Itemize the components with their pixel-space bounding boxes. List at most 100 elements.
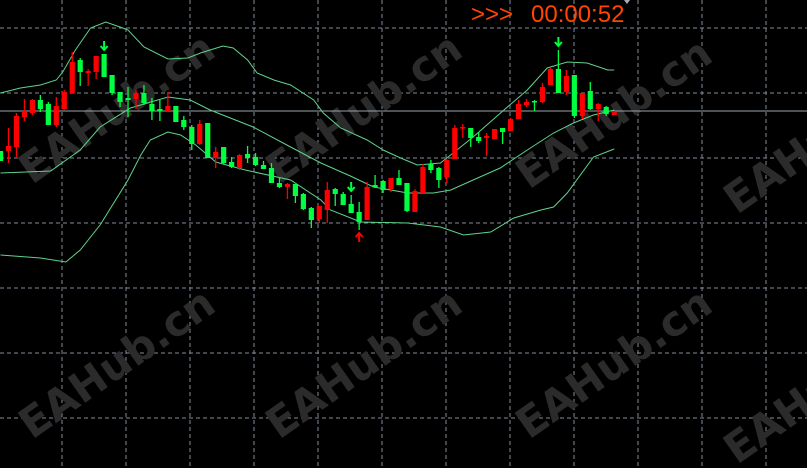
- candle: [300, 193, 306, 210]
- candle-body: [284, 184, 291, 187]
- candle: [420, 164, 426, 194]
- candle-body: [603, 107, 609, 114]
- candle: [579, 93, 585, 119]
- sell-arrow-icon: [346, 182, 356, 193]
- candle-body: [37, 100, 43, 109]
- candle-body: [173, 106, 179, 122]
- candle: [29, 99, 35, 115]
- candle: [268, 163, 275, 183]
- candle-body: [420, 167, 426, 193]
- candle-body: [292, 184, 298, 196]
- candle: [595, 103, 601, 121]
- watermark-text: EAHub.cn: [257, 278, 471, 448]
- candle-body: [579, 93, 585, 116]
- candle: [21, 99, 28, 121]
- candle: [364, 182, 370, 220]
- candle: [173, 106, 179, 122]
- candle: [197, 120, 203, 145]
- candle-body: [404, 183, 410, 211]
- candle: [109, 75, 115, 95]
- candle: [205, 123, 211, 158]
- candle: [460, 124, 466, 138]
- candle: [221, 147, 227, 164]
- candle-body: [244, 154, 251, 158]
- candle-body: [85, 71, 91, 73]
- candle: [539, 83, 546, 103]
- candle-body: [412, 191, 418, 212]
- candle: [141, 85, 147, 105]
- candle-body: [213, 152, 219, 158]
- candle: [372, 175, 378, 188]
- candle: [229, 157, 235, 168]
- candle-body: [515, 104, 522, 119]
- candle-body: [611, 112, 617, 115]
- candle: [37, 95, 43, 112]
- candle-body: [13, 116, 20, 147]
- candle-body: [428, 164, 434, 170]
- candle-body: [189, 127, 195, 144]
- candle: [492, 129, 498, 139]
- candle: [587, 82, 593, 110]
- candle: [133, 90, 139, 109]
- candle-body: [380, 181, 386, 190]
- candle: [603, 106, 609, 116]
- candle: [436, 167, 442, 188]
- candle: [213, 147, 219, 168]
- candle: [237, 154, 243, 170]
- candle: [77, 58, 83, 86]
- candle: [396, 170, 402, 185]
- candle: [93, 56, 99, 79]
- candle-body: [300, 194, 306, 209]
- candle: [101, 54, 107, 77]
- candle-body: [229, 162, 235, 167]
- bollinger-middle-band: [0, 96, 615, 194]
- candle: [149, 98, 155, 120]
- candle-body: [0, 151, 4, 161]
- candle-body: [109, 75, 115, 93]
- candle-body: [460, 127, 466, 129]
- candle: [332, 188, 338, 206]
- candle-body: [444, 160, 450, 177]
- candle: [531, 100, 538, 111]
- candle: [547, 68, 554, 85]
- candle-body: [117, 92, 123, 102]
- bollinger-upper-band: [0, 21, 615, 166]
- bollinger-bands: [0, 21, 615, 263]
- candle: [380, 180, 386, 193]
- candle: [523, 99, 530, 107]
- candle: [260, 161, 267, 169]
- candle-body: [133, 93, 139, 99]
- candle-body: [237, 155, 243, 168]
- candle: [125, 87, 131, 117]
- timer-prefix: >>>: [471, 1, 513, 28]
- candle: [476, 132, 482, 143]
- candle-body: [388, 178, 394, 189]
- signal-arrows: [99, 37, 563, 242]
- candle: [13, 113, 20, 157]
- candle: [165, 92, 171, 112]
- candle-body: [396, 178, 402, 185]
- candle: [53, 97, 59, 127]
- candle-body: [221, 147, 227, 163]
- candle: [276, 177, 283, 188]
- candle-body: [181, 120, 187, 127]
- candle-body: [157, 109, 163, 111]
- candle: [444, 159, 450, 183]
- candle-body: [77, 60, 83, 72]
- candle-body: [268, 168, 275, 183]
- candle-body: [507, 119, 514, 131]
- candle-body: [5, 146, 12, 151]
- candle-body: [276, 183, 283, 187]
- candle-body: [364, 187, 370, 220]
- candle-body: [476, 137, 482, 141]
- candle-body: [452, 128, 458, 159]
- candle-body: [308, 208, 314, 220]
- candle: [69, 52, 75, 93]
- candle-body: [595, 104, 601, 109]
- candle: [348, 195, 354, 213]
- candle-body: [141, 93, 147, 103]
- candle: [388, 178, 394, 192]
- candle: [468, 128, 474, 147]
